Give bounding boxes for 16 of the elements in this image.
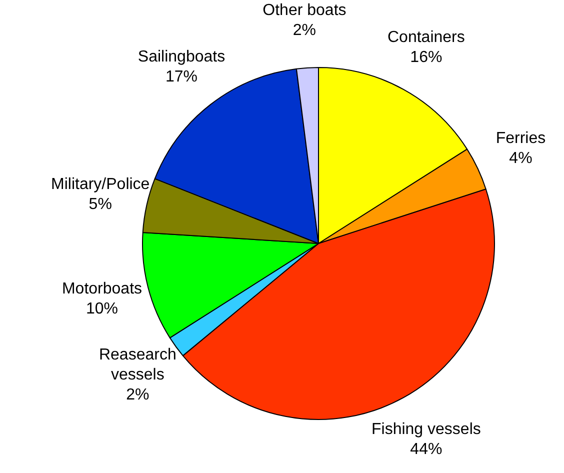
slice-label: Military/Police: [51, 176, 150, 194]
data-label: 16%: [410, 49, 442, 66]
slice-label: Sailingboats: [138, 48, 226, 66]
slice-label: Fishing vessels: [371, 420, 481, 438]
data-label: 4%: [509, 150, 532, 167]
data-label: 10%: [86, 300, 118, 318]
data-label: 5%: [88, 196, 112, 214]
data-label: 44%: [410, 440, 442, 458]
slice-label: Motorboats: [62, 280, 142, 298]
slice-label: Containers: [387, 29, 465, 46]
data-label: 2%: [126, 386, 150, 404]
data-label: 2%: [292, 22, 316, 39]
slice-label: Reasearch vessels: [98, 346, 176, 384]
slice-label: Ferries: [496, 130, 546, 147]
data-label: 17%: [165, 68, 198, 86]
slice-label: Other boats: [262, 2, 346, 19]
